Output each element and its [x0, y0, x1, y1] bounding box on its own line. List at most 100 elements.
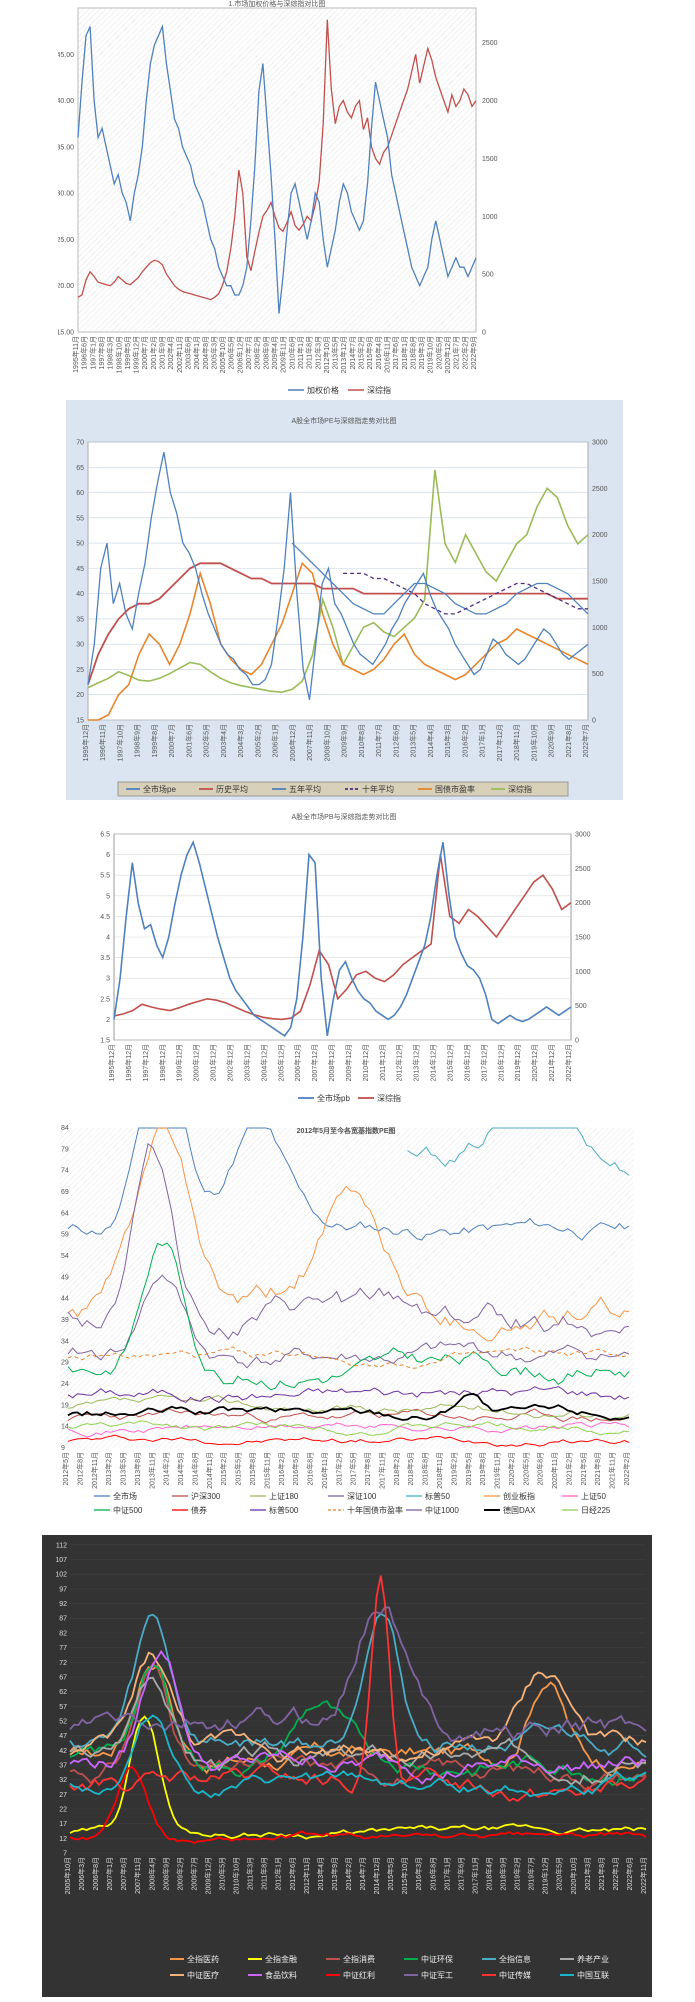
chart-5-series-9	[69, 1606, 647, 1743]
chart-3-xlabel-27: 2022年12月	[564, 1044, 573, 1081]
chart-1-xlabel-17: 2005年10月	[218, 336, 227, 373]
chart-3-xlabel-7: 2002年12月	[225, 1044, 234, 1081]
chart-1-xlabel-13: 2003年6月	[183, 336, 192, 369]
chart-5-xlabel-34: 2019年12月	[541, 1857, 550, 1894]
chart-5-xlabel-33: 2019年7月	[527, 1857, 536, 1890]
chart-1-xlabel-11: 2002年4月	[166, 336, 175, 369]
chart-5-xlabel-40: 2022年6月	[625, 1857, 634, 1890]
chart-2-xlabel-27: 2020年9月	[547, 724, 556, 757]
chart-4-xlabel-24: 2018年5月	[406, 1452, 415, 1485]
chart-3-xlabel-0: 1995年12月	[107, 1044, 116, 1081]
chart-2-xlabel-16: 2010年8月	[357, 724, 366, 757]
chart-1-xlabel-15: 2004年8月	[201, 336, 210, 369]
chart-1-xlabel-16: 2005年3月	[209, 336, 218, 369]
chart-4-xlabel-26: 2018年11月	[435, 1452, 444, 1489]
chart-5-tick-5: 32	[59, 1777, 67, 1784]
chart-3-right-tick-5: 2500	[575, 866, 591, 873]
chart-3-left-tick-10: 6.5	[100, 832, 110, 839]
chart-4-tick-0: 9	[61, 1445, 65, 1452]
chart-5-legend-9: 中证军工	[421, 1970, 453, 1980]
chart-5-legend-6: 中证医疗	[187, 1970, 219, 1980]
chart-4-tick-3: 24	[61, 1381, 69, 1388]
chart-4-xlabel-21: 2017年8月	[363, 1452, 372, 1485]
chart-4-xlabel-10: 2014年11月	[205, 1452, 214, 1489]
chart-1-xlabel-43: 2020年12月	[443, 336, 452, 373]
chart-1-right-tick-5: 2500	[482, 40, 498, 47]
chart-2-series-bond-pe	[88, 561, 589, 721]
chart-3-xlabel-23: 2018年12月	[496, 1044, 505, 1081]
chart-1-xlabel-32: 2014年7月	[348, 336, 357, 369]
chart-4-legend-5: 创业板指	[503, 1491, 535, 1501]
chart-1-weighted-price: 1.市场加权价格与深综指对比图 15.00 20.00 25.00 30.00 35.00…	[56, 0, 638, 398]
chart-3-left-tick-3: 3	[106, 976, 110, 983]
chart-4-xlabel-31: 2020年2月	[507, 1452, 516, 1485]
chart-1-xlabel-4: 1998年3月	[106, 336, 115, 369]
chart-4-series-10	[67, 1346, 630, 1369]
chart-5-xlabel-4: 2007年6月	[119, 1857, 128, 1890]
chart-4-tick-11: 64	[61, 1210, 69, 1217]
chart-2-left-tick-9: 60	[76, 490, 84, 497]
chart-1-xlabel-7: 1999年12月	[132, 336, 141, 373]
chart-3-right-tick-0: 0	[575, 1038, 579, 1045]
chart-5-xlabel-29: 2017年11月	[470, 1857, 479, 1894]
chart-3-xlabel-6: 2001年12月	[209, 1044, 218, 1081]
chart-4-svg: 2012年5月至今各宽基指数PE图 9 14 19 24 29 34 39 44 49 54 59 64…	[60, 1125, 633, 1515]
chart-1-xlabel-38: 2018年1月	[400, 336, 409, 369]
chart-1-xlabel-22: 2008年9月	[261, 336, 270, 369]
chart-4-xlabel-12: 2015年5月	[234, 1452, 243, 1485]
chart-2-right-tick-5: 2500	[592, 486, 608, 493]
chart-2-xlabel-4: 1999年8月	[150, 724, 159, 757]
chart-1-xlabel-29: 2012年10月	[322, 336, 331, 373]
chart-5-xlabel-8: 2009年2月	[175, 1857, 184, 1890]
chart-2-series-pe	[87, 451, 589, 700]
chart-3-series-szzs	[113, 854, 572, 1021]
chart-5-series-8	[69, 1765, 647, 1844]
chart-4-xlabel-34: 2020年11月	[550, 1452, 559, 1489]
chart-3-right-tick-4: 2000	[575, 900, 591, 907]
chart-1-xlabel-35: 2016年4月	[374, 336, 383, 369]
chart-1-xlabel-26: 2011年1月	[296, 336, 305, 369]
chart-5-xlabel-14: 2011年8月	[260, 1857, 269, 1890]
chart-4-xlabel-6: 2013年11月	[147, 1452, 156, 1489]
chart-2-xlabel-25: 2018年11月	[512, 724, 521, 761]
chart-1-svg: 1.市场加权价格与深综指对比图 15.00 20.00 25.00 30.00 35.00…	[56, 0, 498, 395]
chart-3-xlabel-8: 2003年12月	[242, 1044, 251, 1081]
chart-1-series-price	[77, 23, 477, 314]
chart-3-xlabel-4: 1999年12月	[175, 1044, 184, 1081]
chart-1-xlabel-39: 2018年8月	[408, 336, 417, 369]
chart-5-xlabel-17: 2012年11月	[302, 1857, 311, 1894]
chart-5-xlabel-0: 2005年10月	[63, 1857, 72, 1894]
chart-4-tick-9: 54	[61, 1253, 69, 1260]
chart-2-series-szzs	[87, 469, 589, 694]
chart-1-xlabel-12: 2002年11月	[175, 336, 184, 373]
chart-1-xlabel-23: 2009年4月	[270, 336, 279, 369]
chart-2-legend-5: 深综指	[508, 784, 532, 794]
chart-5-xlabel-1: 2006年3月	[77, 1857, 86, 1890]
chart-4-legend-7: 中证500	[113, 1505, 143, 1515]
chart-3-left-tick-8: 5.5	[100, 873, 110, 880]
chart-5-xlabel-32: 2019年2月	[513, 1857, 522, 1890]
chart-2-xlabel-22: 2016年2月	[460, 724, 469, 757]
chart-4-xlabel-18: 2016年11月	[320, 1452, 329, 1489]
chart-5-tick-8: 47	[59, 1733, 67, 1740]
chart-4-legend-2: 上证180	[269, 1492, 299, 1501]
chart-2-xlabel-24: 2017年12月	[495, 724, 504, 761]
chart-2-left-tick-10: 65	[76, 465, 84, 472]
chart-1-xlabel-41: 2019年10月	[426, 336, 435, 373]
chart-4-tick-8: 49	[61, 1274, 69, 1281]
chart-4-xlabel-0: 2012年5月	[61, 1452, 70, 1485]
chart-5-series-6	[69, 1651, 647, 1764]
chart-2-right-tick-3: 1500	[592, 579, 608, 586]
chart-5-tick-11: 62	[59, 1689, 67, 1696]
chart-1-title: 1.市场加权价格与深综指对比图	[229, 0, 326, 8]
chart-4-xlabel-33: 2020年8月	[536, 1452, 545, 1485]
chart-2-xlabel-21: 2015年3月	[443, 724, 452, 757]
chart-5-tick-13: 72	[59, 1660, 67, 1667]
chart-1-xlabel-5: 1998年10月	[114, 336, 123, 373]
chart-4-title: 2012年5月至今各宽基指数PE图	[297, 1126, 396, 1135]
chart-4-legend-3: 深证100	[347, 1492, 377, 1501]
chart-5-legend-3: 中证环保	[421, 1954, 453, 1964]
chart-2-xlabel-1: 1996年11月	[98, 724, 107, 761]
chart-2-right-tick-6: 3000	[592, 440, 608, 447]
chart-1-xlabel-3: 1997年8月	[97, 336, 106, 369]
